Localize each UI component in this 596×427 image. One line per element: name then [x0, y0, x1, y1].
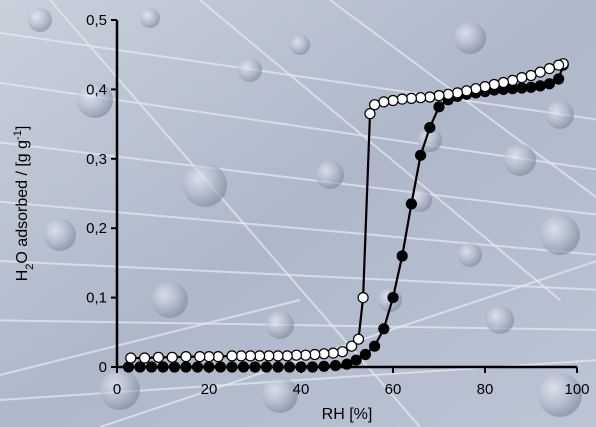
data-point-filled	[416, 150, 426, 160]
data-point-open	[508, 75, 518, 85]
data-point-open	[245, 351, 255, 361]
data-point-open	[517, 73, 527, 83]
data-point-open	[264, 351, 274, 361]
y-tick-label: 0	[99, 359, 107, 376]
data-point-open	[489, 80, 499, 90]
x-tick-label: 80	[477, 381, 494, 398]
data-point-filled	[434, 102, 444, 112]
data-point-open	[236, 351, 246, 361]
series-line-1	[131, 64, 563, 358]
x-tick-label: 60	[385, 381, 402, 398]
data-point-open	[397, 94, 407, 104]
data-point-filled	[526, 82, 536, 92]
data-point-filled	[379, 324, 389, 334]
data-point-filled	[535, 81, 545, 91]
data-point-open	[227, 351, 237, 361]
data-point-open	[544, 64, 554, 74]
data-point-open	[554, 60, 564, 70]
data-point-open	[365, 109, 375, 119]
y-tick-label: 0,2	[86, 220, 107, 237]
data-point-open	[153, 352, 163, 362]
y-axis-label-part: H	[14, 270, 31, 282]
x-tick-label: 20	[201, 381, 218, 398]
data-point-filled	[397, 251, 407, 261]
x-axis-label: RH [%]	[322, 406, 373, 423]
data-point-open	[471, 84, 481, 94]
data-point-open	[273, 351, 283, 361]
y-tick-label: 0,3	[86, 151, 107, 168]
data-point-filled	[360, 350, 370, 360]
data-point-open	[319, 349, 329, 359]
data-point-open	[195, 352, 205, 362]
data-point-filled	[425, 123, 435, 133]
data-point-open	[416, 93, 426, 103]
y-axis-label-part: O adsorbed / [g g	[14, 140, 31, 264]
data-point-open	[328, 348, 338, 358]
series-line-0	[129, 65, 564, 367]
data-point-open	[358, 293, 368, 303]
data-point-open	[498, 78, 508, 88]
y-axis-label-superscript: -1	[12, 130, 24, 140]
data-point-open	[347, 341, 357, 351]
data-point-open	[526, 71, 536, 81]
data-point-filled	[406, 199, 416, 209]
data-point-open	[406, 93, 416, 103]
data-point-open	[535, 67, 545, 77]
data-point-open	[291, 350, 301, 360]
data-point-open	[140, 353, 150, 363]
data-point-filled	[554, 74, 564, 84]
data-point-filled	[370, 341, 380, 351]
data-point-open	[310, 350, 320, 360]
x-tick-label: 0	[113, 381, 121, 398]
data-point-filled	[544, 79, 554, 89]
y-tick-label: 0,4	[86, 81, 107, 98]
data-point-open	[452, 88, 462, 98]
data-point-open	[213, 352, 223, 362]
data-point-open	[370, 100, 380, 110]
data-point-filled	[517, 83, 527, 93]
data-point-open	[443, 89, 453, 99]
x-tick-label: 100	[564, 381, 589, 398]
data-point-open	[181, 352, 191, 362]
data-point-filled	[331, 361, 341, 371]
data-point-open	[255, 351, 265, 361]
data-point-filled	[351, 355, 361, 365]
data-point-open	[282, 351, 292, 361]
x-tick-label: 40	[293, 381, 310, 398]
data-point-open	[126, 353, 136, 363]
data-point-filled	[388, 293, 398, 303]
data-point-open	[379, 97, 389, 107]
y-tick-label: 0,1	[86, 290, 107, 307]
y-axis-label-part: ]	[14, 126, 31, 130]
y-axis-label: H2O adsorbed / [g g-1]	[12, 126, 36, 282]
data-point-open	[434, 91, 444, 101]
data-point-open	[301, 350, 311, 360]
y-tick-label: 0,5	[86, 12, 107, 29]
data-point-open	[167, 352, 177, 362]
data-point-open	[425, 92, 435, 102]
data-point-open	[388, 96, 398, 106]
data-point-open	[462, 86, 472, 96]
data-point-open	[204, 352, 214, 362]
data-point-open	[480, 82, 490, 92]
data-point-open	[337, 347, 347, 357]
